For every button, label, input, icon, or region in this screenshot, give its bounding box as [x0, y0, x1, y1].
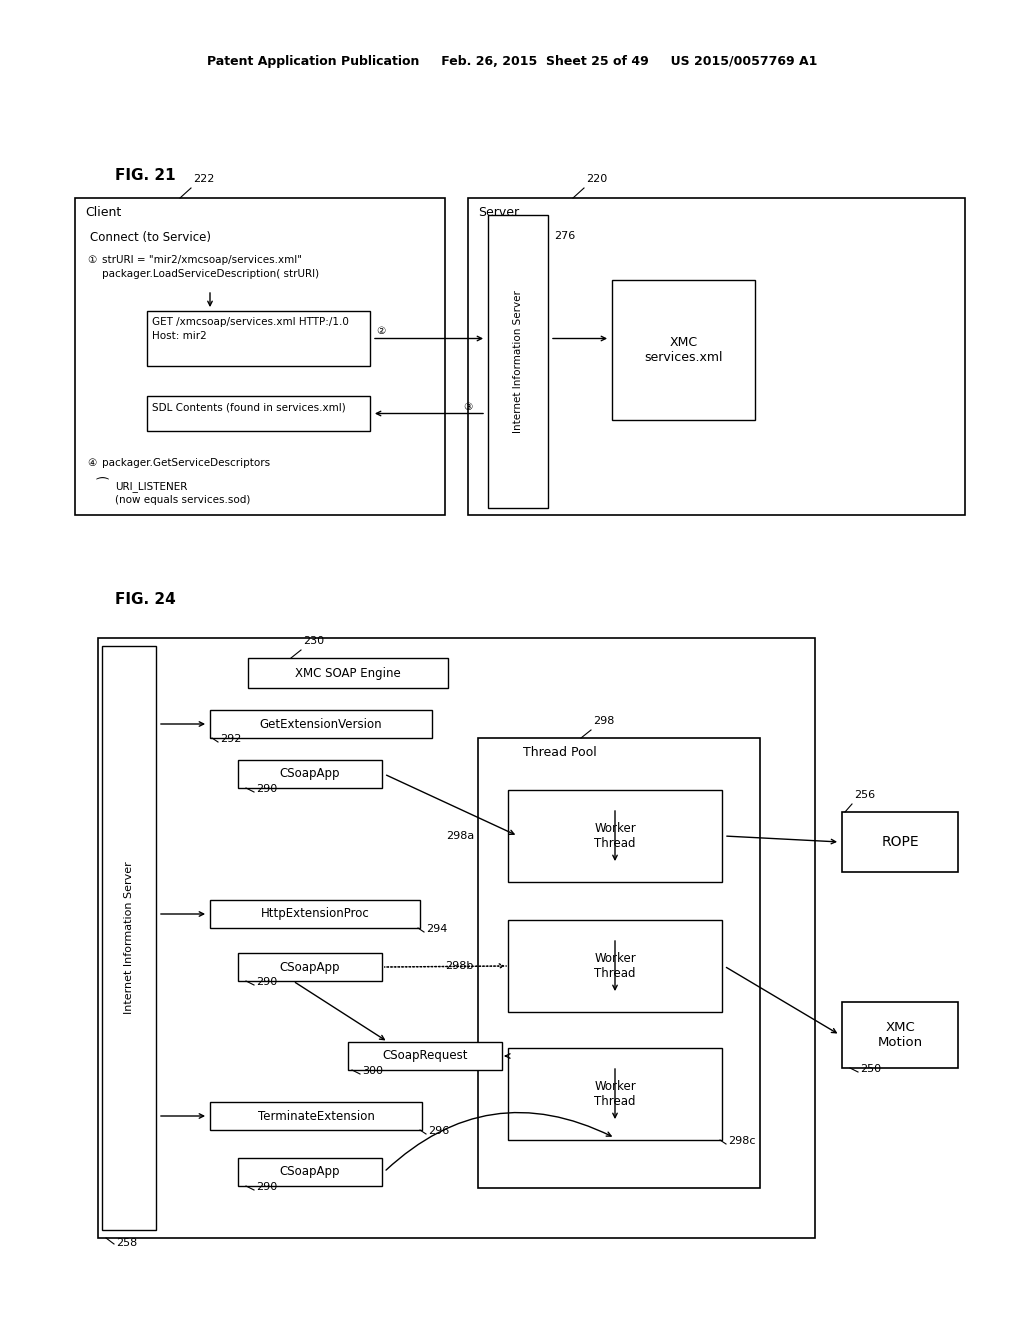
Text: CSoapApp: CSoapApp	[280, 1166, 340, 1179]
Text: (now equals services.sod): (now equals services.sod)	[115, 495, 251, 506]
Text: 298a: 298a	[445, 832, 474, 841]
Text: strURI = "mir2/xmcsoap/services.xml": strURI = "mir2/xmcsoap/services.xml"	[102, 255, 302, 265]
Bar	[478, 738, 760, 1188]
Bar	[238, 1158, 382, 1185]
Text: 298c: 298c	[728, 1137, 756, 1146]
Text: Internet Information Server: Internet Information Server	[124, 862, 134, 1014]
Text: ③: ③	[463, 401, 472, 412]
Bar	[612, 280, 755, 420]
Text: 222: 222	[193, 174, 214, 183]
Bar	[75, 198, 445, 515]
Bar	[842, 1002, 958, 1068]
Text: SDL Contents (found in services.xml): SDL Contents (found in services.xml)	[152, 403, 346, 412]
Bar	[842, 812, 958, 873]
Text: ②: ②	[376, 326, 385, 337]
Text: Worker
Thread: Worker Thread	[594, 822, 636, 850]
Text: 220: 220	[586, 174, 607, 183]
Bar	[102, 645, 156, 1230]
Bar	[147, 312, 370, 366]
Text: Patent Application Publication     Feb. 26, 2015  Sheet 25 of 49     US 2015/005: Patent Application Publication Feb. 26, …	[207, 55, 817, 69]
Text: GetExtensionVersion: GetExtensionVersion	[260, 718, 382, 730]
Text: ⁀: ⁀	[97, 479, 109, 492]
Text: 256: 256	[854, 789, 876, 800]
Text: XMC SOAP Engine: XMC SOAP Engine	[295, 667, 400, 680]
Bar	[147, 396, 370, 432]
Text: Worker
Thread: Worker Thread	[594, 952, 636, 979]
Bar	[468, 198, 965, 515]
Text: FIG. 24: FIG. 24	[115, 591, 176, 607]
Text: 300: 300	[362, 1067, 383, 1076]
Text: Connect (to Service): Connect (to Service)	[90, 231, 211, 244]
Text: Thread Pool: Thread Pool	[523, 746, 597, 759]
Text: 290: 290	[256, 977, 278, 987]
Text: XMC
Motion: XMC Motion	[878, 1020, 923, 1049]
Text: Server: Server	[478, 206, 519, 219]
Text: ①: ①	[87, 255, 96, 265]
Text: FIG. 21: FIG. 21	[115, 168, 176, 183]
Text: 294: 294	[426, 924, 447, 935]
Text: Worker
Thread: Worker Thread	[594, 1080, 636, 1107]
Text: packager.GetServiceDescriptors: packager.GetServiceDescriptors	[102, 458, 270, 469]
Text: URI_LISTENER: URI_LISTENER	[115, 480, 187, 492]
Text: ④: ④	[87, 458, 96, 469]
Text: 230: 230	[303, 636, 325, 645]
Bar	[488, 215, 548, 508]
Text: HttpExtensionProc: HttpExtensionProc	[261, 908, 370, 920]
Text: XMC
services.xml: XMC services.xml	[644, 337, 723, 364]
Bar	[508, 789, 722, 882]
Text: Host: mir2: Host: mir2	[152, 331, 207, 341]
Text: Client: Client	[85, 206, 121, 219]
Text: CSoapApp: CSoapApp	[280, 767, 340, 780]
Bar	[248, 657, 449, 688]
Bar	[210, 1102, 422, 1130]
Text: 298: 298	[593, 715, 614, 726]
Text: 276: 276	[554, 231, 575, 242]
Text: CSoapRequest: CSoapRequest	[382, 1049, 468, 1063]
Text: 298b: 298b	[445, 961, 474, 972]
Bar	[210, 710, 432, 738]
Bar	[238, 953, 382, 981]
Text: Internet Information Server: Internet Information Server	[513, 290, 523, 433]
Text: 296: 296	[428, 1126, 450, 1137]
Text: 290: 290	[256, 784, 278, 795]
Text: GET /xmcsoap/services.xml HTTP:/1.0: GET /xmcsoap/services.xml HTTP:/1.0	[152, 317, 349, 327]
Bar	[210, 900, 420, 928]
Bar	[508, 920, 722, 1012]
Text: 250: 250	[860, 1064, 881, 1074]
Text: TerminateExtension: TerminateExtension	[258, 1110, 375, 1122]
Bar	[98, 638, 815, 1238]
Bar	[348, 1041, 502, 1071]
Text: 258: 258	[116, 1238, 137, 1247]
Text: packager.LoadServiceDescription( strURI): packager.LoadServiceDescription( strURI)	[102, 269, 319, 279]
Text: CSoapApp: CSoapApp	[280, 961, 340, 974]
Text: 290: 290	[256, 1181, 278, 1192]
Text: ROPE: ROPE	[882, 836, 919, 849]
Bar	[238, 760, 382, 788]
Text: 292: 292	[220, 734, 242, 744]
Bar	[508, 1048, 722, 1140]
